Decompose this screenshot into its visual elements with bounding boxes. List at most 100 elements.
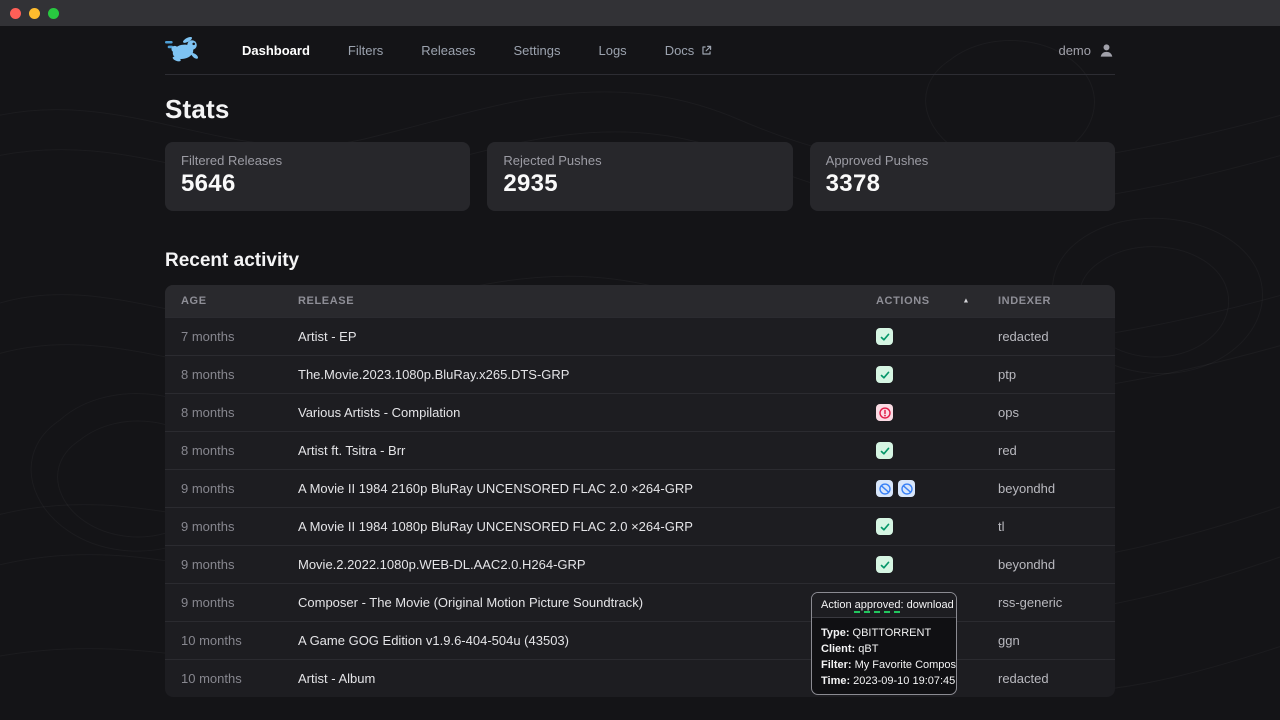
table-row: 8 months The.Movie.2023.1080p.BluRay.x26… [165, 355, 1115, 394]
stat-card-label: Rejected Pushes [503, 153, 602, 168]
stat-cards: Filtered Releases 5646 Rejected Pushes 2… [165, 142, 1115, 211]
stat-card-filtered-releases: Filtered Releases 5646 [165, 142, 471, 211]
row-age: 9 months [165, 545, 298, 584]
row-release: Movie.2.2022.1080p.WEB-DL.AAC2.0.H264-GR… [298, 545, 876, 584]
row-indexer: beyondhd [998, 469, 1115, 508]
tooltip-field-time: Time: 2023-09-10 19:07:45 [821, 675, 955, 687]
traffic-light-close-icon[interactable] [10, 7, 21, 19]
tooltip-field-label: Client: [821, 643, 856, 655]
tooltip-action-prefix: Action [821, 599, 852, 611]
stat-card-label: Filtered Releases [181, 153, 283, 168]
stat-card-label: Approved Pushes [825, 153, 929, 168]
top-navigation: Dashboard Filters Releases Settings Logs… [165, 26, 1115, 75]
row-release: Artist - EP [298, 317, 876, 356]
brand-logo-rabbit-icon[interactable] [165, 34, 201, 66]
action-approved-check-icon[interactable] [876, 442, 893, 459]
row-age: 9 months [165, 507, 298, 546]
row-age: 10 months [165, 621, 298, 660]
table-row: 10 months Artist - Album redacted [165, 659, 1115, 697]
row-indexer: rss-generic [998, 583, 1115, 622]
row-age: 8 months [165, 355, 298, 394]
action-approved-check-icon[interactable] [876, 328, 893, 345]
row-actions [876, 393, 998, 432]
tooltip-field-value: QBITTORRENT [852, 627, 932, 639]
traffic-light-minimize-icon[interactable] [29, 7, 40, 19]
tooltip-field-type: Type: QBITTORRENT [821, 627, 947, 639]
column-header-release[interactable]: Release [298, 285, 876, 318]
row-release: A Game GOG Edition v1.9.6-404-504u (4350… [298, 621, 876, 660]
action-tooltip: Action approved: download Type: QBITTORRE… [811, 592, 957, 695]
row-age: 10 months [165, 659, 298, 697]
tooltip-field-value: qBT [858, 643, 879, 655]
table-row: 9 months A Movie II 1984 1080p BluRay UN… [165, 507, 1115, 546]
row-actions [876, 431, 998, 470]
stat-card-value: 3378 [825, 170, 881, 197]
nav-item-dashboard[interactable]: Dashboard [242, 42, 310, 58]
action-approved-check-icon[interactable] [876, 518, 893, 535]
row-release: A Movie II 1984 1080p BluRay UNCENSORED … [298, 507, 876, 546]
nav-item-docs-label: Docs [664, 42, 695, 58]
nav-item-logs[interactable]: Logs [598, 42, 627, 58]
action-rejected-alert-circle-icon[interactable] [876, 404, 893, 421]
row-release: A Movie II 1984 2160p BluRay UNCENSORED … [298, 469, 876, 508]
tooltip-field-client: Client: qBT [821, 643, 947, 655]
traffic-light-zoom-icon[interactable] [48, 7, 59, 19]
row-indexer: beyondhd [998, 545, 1115, 584]
row-actions [876, 355, 998, 394]
row-indexer: tl [998, 507, 1115, 546]
nav-item-docs[interactable]: Docs [665, 43, 714, 58]
tooltip-field-value: My Favorite Composer [854, 659, 957, 671]
action-skipped-ban-icon[interactable] [876, 480, 893, 497]
row-actions [876, 507, 998, 546]
sort-asc-icon: ▲ [962, 297, 970, 305]
tooltip-field-label: Filter: [821, 659, 852, 671]
user-menu[interactable]: demo [1058, 42, 1115, 59]
nav-item-releases[interactable]: Releases [421, 42, 476, 58]
column-header-actions-label: Actions [876, 295, 930, 307]
column-header-actions[interactable]: Actions ▲ [876, 285, 998, 318]
recent-activity-heading: Recent activity [165, 250, 300, 271]
stat-card-approved-pushes: Approved Pushes 3378 [809, 142, 1115, 211]
row-indexer: ggn [998, 621, 1115, 660]
activity-table: Age Release Actions ▲ Indexer 7 months A… [165, 285, 1115, 697]
nav-item-filters[interactable]: Filters [347, 42, 384, 58]
nav-item-settings[interactable]: Settings [513, 42, 561, 58]
row-indexer: ptp [998, 355, 1115, 394]
row-actions [876, 317, 998, 356]
row-release: Artist ft. Tsitra - Brr [298, 431, 876, 470]
tooltip-field-value: 2023-09-10 19:07:45 [853, 675, 956, 687]
row-actions [876, 545, 998, 584]
table-row: 10 months A Game GOG Edition v1.9.6-404-… [165, 621, 1115, 660]
column-header-age[interactable]: Age [165, 285, 298, 318]
row-age: 7 months [165, 317, 298, 356]
stat-card-value: 2935 [503, 170, 558, 197]
window-titlebar [0, 0, 1280, 26]
action-skipped-ban-icon[interactable] [898, 480, 915, 497]
column-header-indexer[interactable]: Indexer [998, 285, 1115, 318]
tooltip-field-filter: Filter: My Favorite Composer [821, 659, 956, 671]
stat-card-value: 5646 [181, 170, 236, 197]
row-age: 9 months [165, 583, 298, 622]
action-approved-check-icon[interactable] [876, 556, 893, 573]
tooltip-body: Type: QBITTORRENT Client: qBT Filter: My Fa… [812, 618, 956, 694]
tooltip-action-status: approved [854, 599, 901, 611]
row-age: 8 months [165, 431, 298, 470]
row-age: 9 months [165, 469, 298, 508]
table-row: 8 months Artist ft. Tsitra - Brr red [165, 431, 1115, 470]
row-age: 8 months [165, 393, 298, 432]
table-row: 9 months Movie.2.2022.1080p.WEB-DL.AAC2.… [165, 545, 1115, 584]
row-actions [876, 469, 998, 508]
tooltip-field-label: Type: [821, 627, 850, 639]
table-row: 7 months Artist - EP redacted [165, 317, 1115, 356]
tooltip-header: Action approved: download [812, 593, 956, 618]
row-indexer: ops [998, 393, 1115, 432]
row-release: Composer - The Movie (Original Motion Pi… [298, 583, 876, 622]
table-row: 9 months Composer - The Movie (Original … [165, 583, 1115, 622]
user-name: demo [1058, 42, 1091, 58]
row-indexer: red [998, 431, 1115, 470]
table-row: 8 months Various Artists - Compilation o… [165, 393, 1115, 432]
table-row: 9 months A Movie II 1984 2160p BluRay UN… [165, 469, 1115, 508]
row-release: Various Artists - Compilation [298, 393, 876, 432]
action-approved-check-icon[interactable] [876, 366, 893, 383]
row-indexer: redacted [998, 659, 1115, 697]
